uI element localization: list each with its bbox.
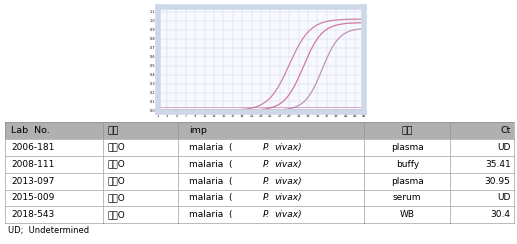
Text: vivax): vivax) xyxy=(275,143,302,152)
Text: 고동O: 고동O xyxy=(107,210,125,219)
Text: 30.4: 30.4 xyxy=(491,210,511,219)
Text: 30.95: 30.95 xyxy=(485,177,511,186)
Text: malaria  (: malaria ( xyxy=(189,177,232,186)
Text: 2006-181: 2006-181 xyxy=(11,143,54,152)
Text: 장광O: 장광O xyxy=(107,193,125,203)
Text: WB: WB xyxy=(400,210,415,219)
Text: P.: P. xyxy=(263,193,269,203)
Text: 2018-543: 2018-543 xyxy=(11,210,54,219)
Text: Ct: Ct xyxy=(500,126,511,135)
Text: vivax): vivax) xyxy=(275,193,302,203)
Text: vivax): vivax) xyxy=(275,210,302,219)
Text: buffy: buffy xyxy=(396,160,419,169)
Text: 성명: 성명 xyxy=(107,126,118,135)
Text: 정상O: 정상O xyxy=(107,143,125,152)
Text: 35.41: 35.41 xyxy=(485,160,511,169)
Text: P.: P. xyxy=(263,210,269,219)
Text: malaria  (: malaria ( xyxy=(189,143,232,152)
Text: UD: UD xyxy=(497,143,511,152)
Text: plasma: plasma xyxy=(391,143,423,152)
Text: Lab  No.: Lab No. xyxy=(11,126,50,135)
Text: malaria  (: malaria ( xyxy=(189,210,232,219)
Text: 검체: 검체 xyxy=(402,126,413,135)
Text: vivax): vivax) xyxy=(275,177,302,186)
Text: malaria  (: malaria ( xyxy=(189,193,232,203)
Text: 2015-009: 2015-009 xyxy=(11,193,54,203)
Text: 강성O: 강성O xyxy=(107,177,125,186)
Text: P.: P. xyxy=(263,143,269,152)
Text: UD: UD xyxy=(497,193,511,203)
Text: P.: P. xyxy=(263,160,269,169)
Text: 김계O: 김계O xyxy=(107,160,125,169)
Text: serum: serum xyxy=(393,193,421,203)
Text: vivax): vivax) xyxy=(275,160,302,169)
Text: UD;  Undetermined: UD; Undetermined xyxy=(8,226,89,235)
Text: malaria  (: malaria ( xyxy=(189,160,232,169)
Text: 2013-097: 2013-097 xyxy=(11,177,54,186)
Text: plasma: plasma xyxy=(391,177,423,186)
Text: imp: imp xyxy=(189,126,207,135)
Text: P.: P. xyxy=(263,177,269,186)
Text: 2008-111: 2008-111 xyxy=(11,160,54,169)
